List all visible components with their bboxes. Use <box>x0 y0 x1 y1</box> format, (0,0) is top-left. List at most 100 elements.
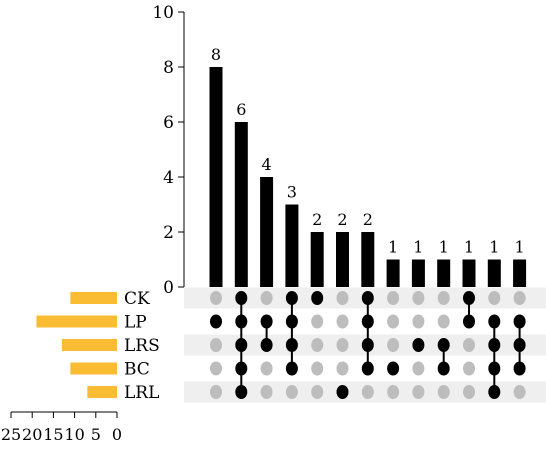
matrix-dot-inactive <box>311 361 324 376</box>
intersection-value-label: 1 <box>439 238 449 257</box>
matrix-dot-active <box>437 338 450 352</box>
intersection-bar <box>513 259 527 287</box>
y-tick-label: 10 <box>152 3 174 23</box>
intersection-bar <box>361 232 375 287</box>
set-size-bar <box>61 339 117 351</box>
matrix-dot-inactive <box>311 314 324 329</box>
matrix-dot-inactive <box>260 291 273 305</box>
intersection-bar <box>285 204 299 287</box>
matrix-dot-active <box>336 385 349 399</box>
y-tick-label: 8 <box>163 58 174 78</box>
matrix-dot-inactive <box>210 291 222 305</box>
matrix-dot-inactive <box>412 361 425 376</box>
matrix-dot-inactive <box>387 314 400 329</box>
intersection-value-label: 2 <box>337 210 347 229</box>
intersection-bar <box>260 177 274 287</box>
y-tick-label: 0 <box>163 278 174 298</box>
intersection-bar <box>437 259 451 287</box>
membership-matrix <box>210 291 526 399</box>
matrix-dot-active <box>463 291 475 305</box>
set-label: CK <box>124 289 150 309</box>
intersection-value-label: 2 <box>312 210 322 229</box>
intersection-bar <box>386 259 400 287</box>
intersection-bar <box>336 232 349 287</box>
matrix-dot-active <box>488 338 501 352</box>
set-size-bars: CK LP LRS BC LRL <box>36 289 160 403</box>
set-label: LRL <box>124 383 159 403</box>
x-tick-label: 20 <box>22 425 42 444</box>
set-size-bar <box>36 315 117 328</box>
intersection-bar <box>234 122 248 287</box>
matrix-dot-inactive <box>260 361 273 376</box>
intersection-value-label: 1 <box>515 238 525 257</box>
matrix-dot-active <box>361 291 374 305</box>
matrix-dot-active <box>235 361 248 376</box>
matrix-dot-inactive <box>412 314 425 329</box>
intersection-value-label: 3 <box>287 183 297 202</box>
matrix-dot-inactive <box>311 385 324 399</box>
intersection-bar <box>411 259 425 287</box>
matrix-dot-inactive <box>412 385 425 399</box>
matrix-dot-inactive <box>336 291 349 305</box>
intersection-value-label: 1 <box>388 238 398 257</box>
intersection-value-label: 6 <box>236 100 246 119</box>
intersection-axis: 0 2 4 6 8 10 <box>152 3 185 298</box>
matrix-dot-inactive <box>463 361 475 376</box>
matrix-dot-active <box>311 291 324 305</box>
matrix-dot-inactive <box>336 361 349 376</box>
intersection-bar <box>487 259 501 287</box>
matrix-dot-inactive <box>210 361 222 376</box>
matrix-dot-active <box>285 291 298 305</box>
matrix-dot-inactive <box>361 385 374 399</box>
intersection-value-label: 1 <box>489 238 499 257</box>
x-tick-label: 15 <box>43 425 63 444</box>
intersection-value-label: 1 <box>413 238 423 257</box>
matrix-dot-inactive <box>387 291 400 305</box>
matrix-dot-active <box>463 314 475 329</box>
set-label: LRS <box>124 336 160 356</box>
matrix-dot-inactive <box>285 385 298 399</box>
intersection-bar <box>209 67 223 287</box>
x-tick-label: 5 <box>91 425 101 444</box>
matrix-dot-inactive <box>437 291 450 305</box>
set-size-bar <box>87 386 117 398</box>
matrix-dot-active <box>513 361 526 376</box>
intersection-value-label: 2 <box>363 210 373 229</box>
matrix-dot-inactive <box>513 385 526 399</box>
set-size-bar <box>70 362 117 375</box>
matrix-dot-active <box>285 338 298 352</box>
intersection-bar <box>310 232 324 287</box>
matrix-dot-inactive <box>387 338 400 352</box>
matrix-dot-active <box>361 361 374 376</box>
matrix-dot-inactive <box>463 385 475 399</box>
matrix-dot-active <box>285 314 298 329</box>
matrix-dot-active <box>260 338 273 352</box>
matrix-dot-inactive <box>437 314 450 329</box>
matrix-dot-active <box>361 338 374 352</box>
matrix-dot-active <box>488 361 501 376</box>
set-label: LP <box>124 313 147 333</box>
matrix-dot-active <box>235 291 248 305</box>
matrix-dot-active <box>285 361 298 376</box>
y-tick-label: 4 <box>163 168 174 188</box>
matrix-dot-inactive <box>463 338 475 352</box>
intersection-bar <box>462 259 476 287</box>
matrix-dot-inactive <box>513 291 526 305</box>
matrix-dot-active <box>488 314 501 329</box>
x-tick-label: 10 <box>64 425 84 444</box>
matrix-dot-active <box>513 314 526 329</box>
matrix-dot-inactive <box>387 385 400 399</box>
set-size-axis: 25 20 15 10 5 0 <box>1 411 122 444</box>
set-label: BC <box>124 360 150 380</box>
matrix-dot-active <box>260 314 273 329</box>
set-size-bar <box>70 292 117 304</box>
matrix-dot-inactive <box>437 385 450 399</box>
matrix-dot-inactive <box>336 338 349 352</box>
x-tick-label: 0 <box>112 425 122 444</box>
intersection-value-label: 4 <box>262 155 272 174</box>
matrix-dot-active <box>235 385 248 399</box>
matrix-dot-active <box>210 314 222 329</box>
matrix-dot-inactive <box>210 385 222 399</box>
